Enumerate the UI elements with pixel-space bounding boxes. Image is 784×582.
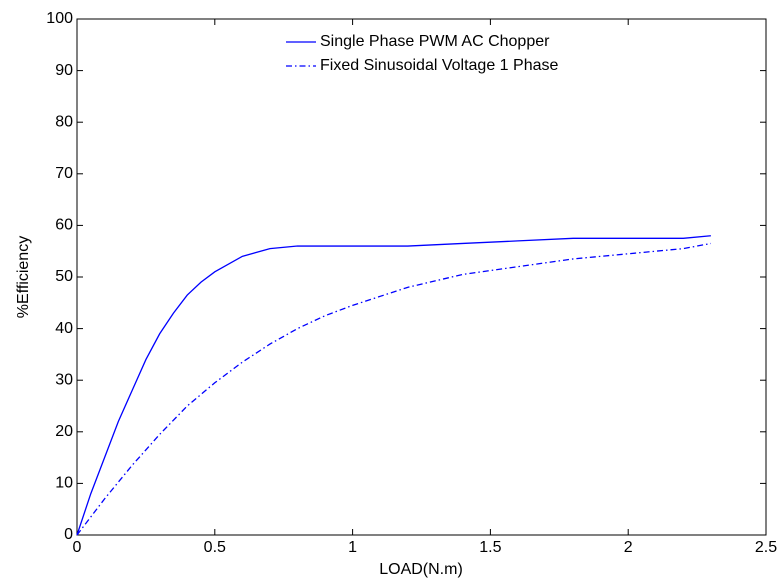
data-line: [76, 242, 711, 536]
y-tick-label: 0: [64, 526, 73, 543]
x-tick-label: 0.5: [204, 539, 226, 556]
data-line: [76, 235, 711, 536]
x-tick-label: 1: [348, 539, 357, 556]
y-tick-label: 70: [55, 165, 73, 182]
x-axis-label: LOAD(N.m): [379, 561, 463, 578]
y-tick-label: 60: [55, 217, 73, 234]
legend-label: Single Phase PWM AC Chopper: [320, 33, 550, 50]
y-tick-label: 40: [55, 320, 73, 337]
y-tick-label: 50: [55, 268, 73, 285]
y-axis-label: %Efficiency: [15, 236, 32, 318]
x-tick-label: 1.5: [479, 539, 501, 556]
x-tick-label: 0: [73, 539, 82, 556]
y-tick-label: 100: [46, 10, 73, 27]
x-tick-label: 2.5: [755, 539, 777, 556]
x-tick-label: 2: [624, 539, 633, 556]
y-tick-label: 20: [55, 423, 73, 440]
y-tick-label: 10: [55, 475, 73, 492]
y-tick-label: 30: [55, 371, 73, 388]
axes-box: [76, 18, 767, 536]
legend-label: Fixed Sinusoidal Voltage 1 Phase: [320, 57, 558, 74]
y-tick-label: 80: [55, 113, 73, 130]
y-tick-label: 90: [55, 62, 73, 79]
